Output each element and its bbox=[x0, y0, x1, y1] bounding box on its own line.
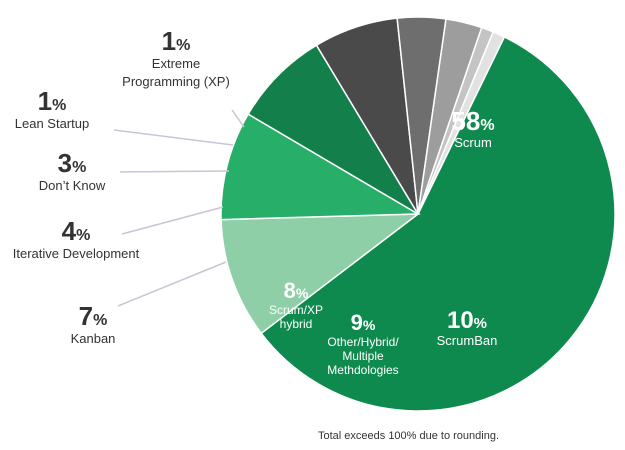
pct-label-scrumban: 10% bbox=[447, 307, 487, 334]
pct-label-scrum-xp-hybrid: 8% bbox=[284, 278, 309, 303]
leader-line-extreme-programming-xp bbox=[231, 109, 245, 128]
footnote: Total exceeds 100% due to rounding. bbox=[318, 430, 500, 442]
slice-other-hybrid-multiple-methdologies bbox=[220, 113, 421, 221]
slice-label-other-hybrid-multiple-methdologies-line-3: Methdologies bbox=[327, 363, 398, 377]
slice-label-scrumban: ScrumBan bbox=[437, 333, 498, 348]
pct-label-scrum: 58% bbox=[451, 106, 494, 136]
leader-line-kanban bbox=[117, 261, 227, 307]
slice-scrum bbox=[260, 35, 616, 412]
leader-line-lean-startup bbox=[113, 129, 234, 146]
slice-label-scrum-xp-hybrid-line-1: Scrum/XP bbox=[269, 303, 323, 317]
pct-label-iterative-development: 4% bbox=[62, 216, 91, 246]
pct-label-don-t-know: 3% bbox=[58, 148, 87, 178]
slice-label-scrum-xp-hybrid-line-2: hybrid bbox=[280, 317, 313, 331]
leader-line-don-t-know bbox=[119, 170, 230, 173]
slice-label-other-hybrid-multiple-methdologies-line-1: Other/Hybrid/ bbox=[327, 335, 399, 349]
pct-label-lean-startup: 1% bbox=[38, 86, 67, 116]
slice-extreme-programming-xp bbox=[417, 30, 506, 215]
slice-label-other-hybrid-multiple-methdologies-line-2: Multiple bbox=[342, 349, 384, 363]
slice-label-extreme-programming-xp-line-2: Programming (XP) bbox=[122, 74, 230, 89]
slice-label-lean-startup: Lean Startup bbox=[15, 116, 89, 131]
slice-scrum-xp-hybrid bbox=[247, 44, 419, 215]
leader-line-iterative-development bbox=[121, 206, 224, 235]
slice-label-kanban: Kanban bbox=[71, 331, 116, 346]
slice-label-extreme-programming-xp-line-1: Extreme bbox=[152, 56, 200, 71]
pct-label-other-hybrid-multiple-methdologies: 9% bbox=[351, 310, 376, 335]
slice-scrumban bbox=[220, 213, 421, 335]
slice-label-iterative-development: Iterative Development bbox=[13, 246, 140, 261]
slice-label-scrum: Scrum bbox=[454, 135, 492, 150]
slice-label-don-t-know: Don’t Know bbox=[39, 178, 106, 193]
pct-label-extreme-programming-xp: 1% bbox=[162, 26, 191, 56]
pct-label-kanban: 7% bbox=[79, 301, 108, 331]
